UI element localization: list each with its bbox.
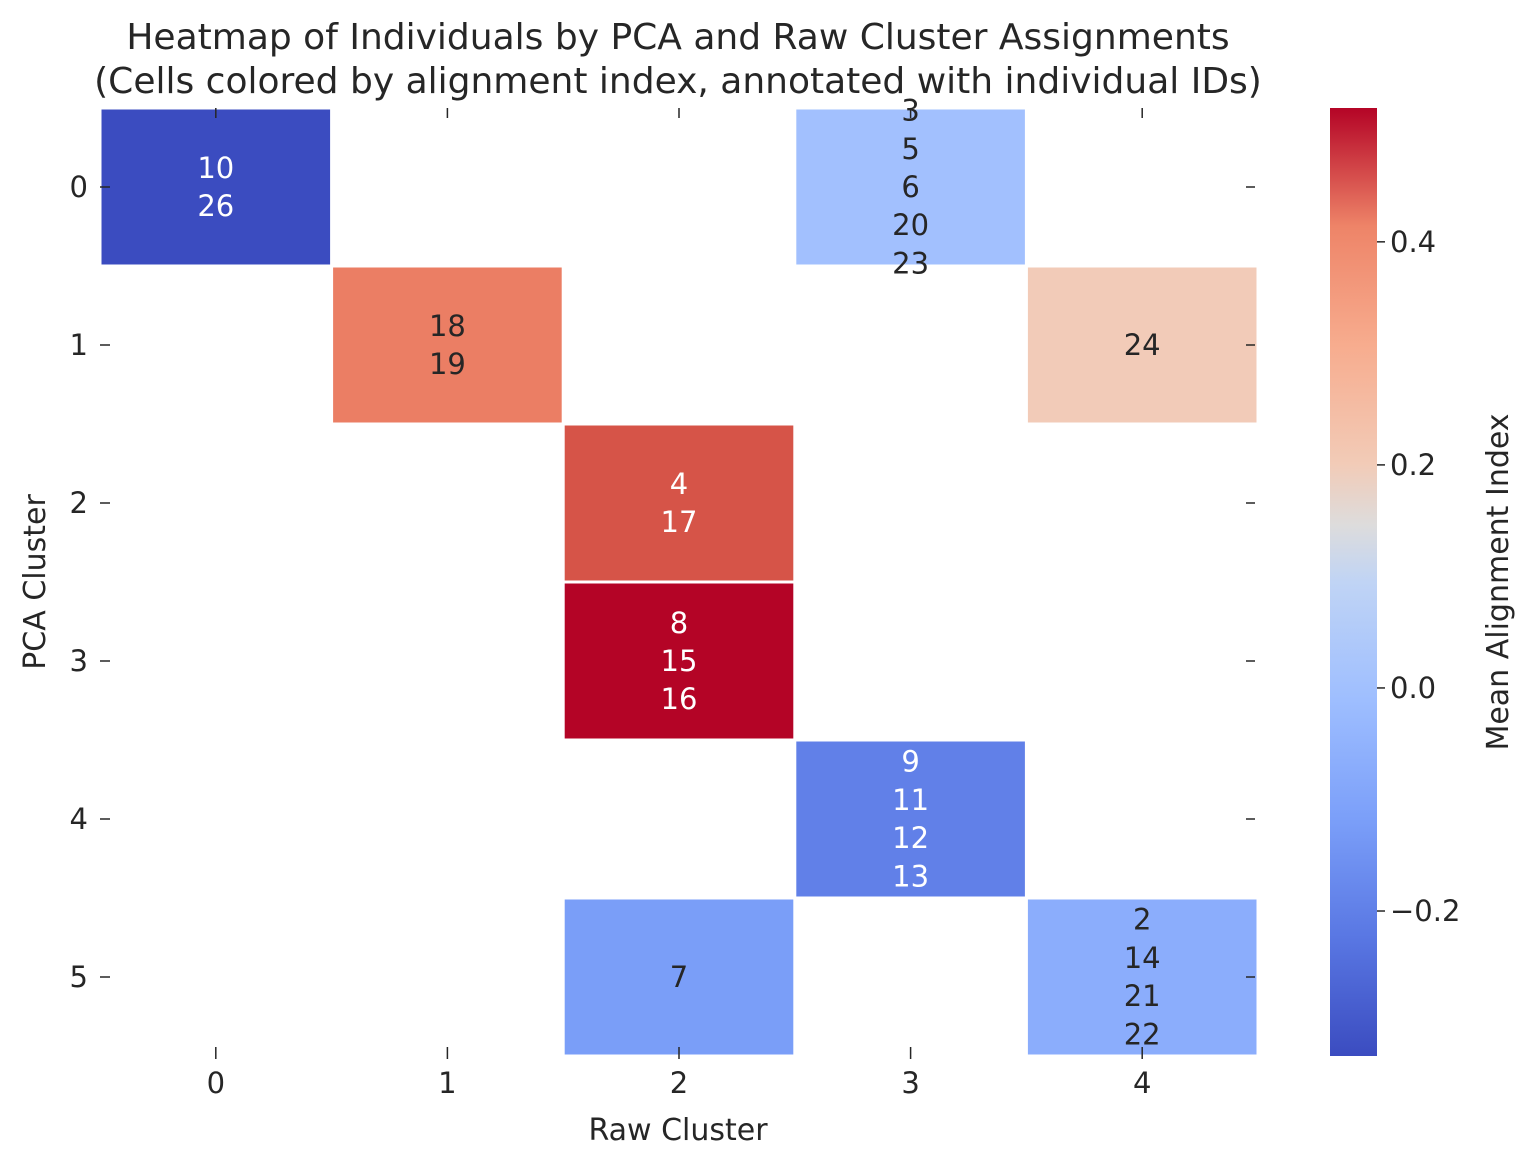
cell-id-label: 23 [892,246,929,280]
cell-id-label: 10 [197,151,234,185]
cell-id-label: 12 [892,821,929,855]
heatmap-cell: 8 15 16 [564,583,794,739]
cell-id-label: 9 [901,745,919,779]
colorbar-tick-label: −0.2 [1390,894,1460,928]
cell-rect [101,109,331,265]
cell-id-label: 16 [661,682,698,716]
cell-id-label: 11 [892,783,929,817]
x-axis-label: Raw Cluster [588,1113,768,1148]
y-tick-label: 5 [70,960,88,994]
cell-rect [796,741,1025,897]
cell-id-label: 17 [661,505,698,539]
colorbar-ticks: −0.2 0.0 0.2 0.4 [1377,225,1460,928]
heatmap-cell: 24 [1027,267,1257,423]
right-side-ticks [1246,186,1255,978]
y-tick-label: 0 [70,170,88,204]
chart-subtitle: (Cells colored by alignment index, annot… [94,61,1262,102]
heatmap-cell: 2 14 21 22 [1027,899,1257,1055]
x-tick-label: 2 [670,1066,688,1100]
x-tick-label: 3 [901,1066,919,1100]
cell-rect [1027,899,1257,1055]
cell-rect [564,899,794,1055]
colorbar-label: Mean Alignment Index [1481,413,1516,750]
cell-id-label: 2 [1133,903,1151,937]
y-tick-label: 4 [70,802,88,836]
cell-id-label: 22 [1124,1017,1161,1051]
cell-id-label: 13 [892,859,929,893]
cell-id-label: 8 [670,606,688,640]
y-tick-label: 1 [70,328,88,362]
y-axis-ticks: 0 1 2 3 4 5 [70,170,110,994]
colorbar [1330,108,1377,1056]
cell-rect [564,425,794,581]
x-tick-label: 4 [1133,1066,1151,1100]
y-axis-label: PCA Cluster [18,494,53,670]
colorbar-tick-label: 0.4 [1390,225,1436,259]
cell-rect [1027,267,1257,423]
heatmap-cell: 9 11 12 13 [796,741,1025,897]
colorbar-tick-label: 0.2 [1390,448,1436,482]
cell-id-label: 26 [197,189,234,223]
cell-id-label: 24 [1124,328,1161,362]
heatmap-cell: 7 [564,899,794,1055]
cell-id-label: 20 [892,208,929,242]
cell-rect [333,267,562,423]
cell-id-label: 6 [901,170,919,204]
y-tick-label: 2 [70,486,88,520]
x-tick-label: 0 [207,1066,225,1100]
cell-id-label: 21 [1124,979,1161,1013]
cell-id-label: 14 [1124,941,1161,975]
y-tick-label: 3 [70,644,88,678]
chart-title: Heatmap of Individuals by PCA and Raw Cl… [126,17,1229,58]
colorbar-tick-label: 0.0 [1390,671,1436,705]
x-tick-label: 1 [438,1066,456,1100]
cell-id-label: 19 [429,347,466,381]
cell-id-label: 15 [661,644,698,678]
cell-id-label: 4 [670,467,688,501]
cell-rect [564,583,794,739]
cell-id-label: 5 [901,132,919,166]
heatmap-cell: 417 [564,425,794,581]
cell-id-label: 7 [670,960,688,994]
cell-rect [796,109,1025,265]
cell-id-label: 18 [429,309,466,343]
